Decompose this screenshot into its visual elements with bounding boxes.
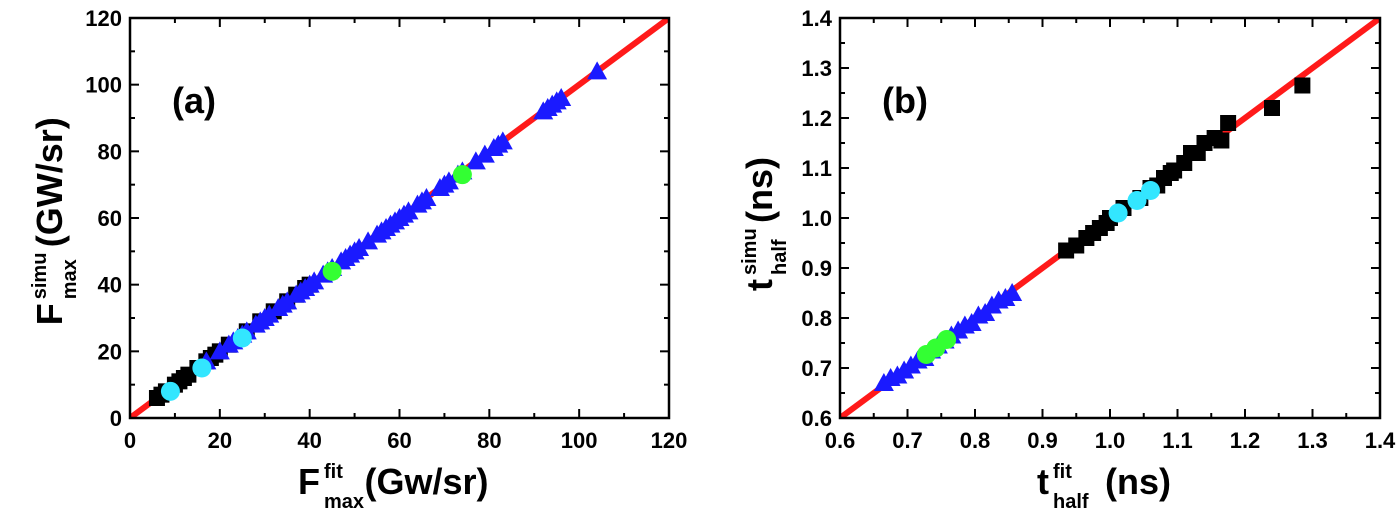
axis-label-superscript: fit — [1053, 461, 1072, 483]
x-tick-label: 0.6 — [825, 428, 856, 453]
data-point — [192, 358, 212, 378]
data-point — [587, 61, 608, 80]
data-point — [465, 151, 486, 170]
x-tick-label: 1.4 — [1365, 428, 1396, 453]
y-tick-label: 1.3 — [801, 56, 832, 81]
plot-area — [840, 18, 1380, 418]
y-tick-label: 120 — [85, 6, 122, 31]
y-tick-label: 100 — [85, 73, 122, 98]
y-tick-label: 0.9 — [801, 256, 832, 281]
x-tick-label: 100 — [561, 428, 598, 453]
y-tick-label: 1.1 — [801, 156, 832, 181]
y-tick-label: 0 — [110, 406, 122, 431]
data-point — [1213, 132, 1230, 149]
data-point — [398, 201, 419, 220]
axis-label-symbol: t — [1037, 461, 1049, 502]
data-point — [416, 188, 437, 206]
x-tick-label: 0.9 — [1027, 428, 1058, 453]
x-tick-label: 1.0 — [1095, 428, 1126, 453]
axis-label-symbol: F — [29, 303, 70, 325]
series-circle-4 — [160, 328, 252, 401]
plot-area — [130, 18, 669, 418]
series-circle-3 — [916, 330, 957, 364]
y-tick-label: 1.4 — [801, 6, 832, 31]
x-tick-label: 0.7 — [892, 428, 923, 453]
data-point — [551, 88, 572, 106]
panel-label: (a) — [172, 80, 216, 121]
axis-label-symbol: t — [739, 279, 780, 291]
axis-label-subscript: max — [59, 259, 81, 299]
axis-label-subscript: half — [1053, 491, 1089, 509]
data-point — [1108, 203, 1128, 223]
y-tick-label: 1.2 — [801, 106, 832, 131]
y-axis-label: t simu half (ns) — [739, 157, 791, 291]
data-point — [438, 171, 459, 190]
axis-label-superscript: simu — [739, 228, 761, 275]
x-tick-label: 20 — [208, 428, 232, 453]
x-tick-label: 60 — [387, 428, 411, 453]
data-point — [349, 238, 370, 256]
data-point — [937, 330, 957, 349]
data-point — [1002, 283, 1023, 301]
data-point — [1294, 77, 1311, 94]
data-point — [474, 144, 495, 163]
x-tick-label: 0 — [124, 428, 136, 453]
x-tick-label: 120 — [651, 428, 688, 453]
x-tick-label: 80 — [477, 428, 501, 453]
axis-label-subscript: half — [769, 239, 791, 275]
data-point — [322, 261, 342, 281]
data-point — [1127, 191, 1147, 210]
axis-label-superscript: fit — [324, 461, 343, 483]
data-point — [277, 291, 298, 310]
y-tick-label: 80 — [98, 139, 122, 164]
axis-label-unit: (ns) — [1105, 461, 1171, 502]
y-tick-label: 0.7 — [801, 356, 832, 381]
axis-label-symbol: F — [298, 461, 320, 502]
data-point — [452, 165, 472, 185]
x-tick-label: 1.3 — [1297, 428, 1328, 453]
data-point — [304, 271, 325, 290]
y-tick-label: 1.0 — [801, 206, 832, 231]
data-point — [209, 341, 230, 360]
panel-label: (b) — [882, 80, 928, 121]
data-point — [1141, 181, 1160, 200]
series-circle-3 — [322, 165, 472, 281]
axis-label-unit: (GW/sr) — [29, 117, 70, 247]
axis-label-unit: (Gw/sr) — [365, 461, 489, 502]
y-tick-label: 20 — [98, 339, 122, 364]
axis-label-superscript: simu — [29, 253, 51, 300]
data-point — [358, 231, 379, 250]
data-point — [160, 381, 180, 401]
series-triangle-2 — [196, 61, 608, 370]
data-point — [232, 328, 252, 348]
y-tick-label: 60 — [98, 206, 122, 231]
x-tick-label: 40 — [297, 428, 321, 453]
data-point — [1264, 100, 1280, 116]
x-tick-label: 1.2 — [1230, 428, 1261, 453]
data-point — [259, 304, 280, 323]
x-axis-label: t fit half (ns) — [1037, 461, 1171, 509]
chart-panel-1: 0 20 40 60 80 100 120 0 20 40 60 80 100 120 (a) F fit max… — [29, 6, 687, 509]
y-tick-label: 0.8 — [801, 306, 832, 331]
chart-panel-2: 0.6 0.7 0.8 0.9 1.0 1.1 1.2 1.3 1.4 0.6 0.7 0.8 0.9 1… — [739, 6, 1396, 509]
series-circle-4 — [1108, 181, 1160, 223]
data-point — [492, 131, 513, 150]
axis-label-subscript: max — [324, 491, 364, 509]
x-tick-label: 1.1 — [1162, 428, 1193, 453]
x-tick-label: 0.8 — [960, 428, 991, 453]
data-point — [1220, 115, 1237, 131]
axis-label-unit: (ns) — [739, 157, 780, 223]
y-tick-label: 40 — [98, 273, 122, 298]
series-square-1 — [1058, 77, 1311, 259]
y-tick-label: 0.6 — [801, 406, 832, 431]
